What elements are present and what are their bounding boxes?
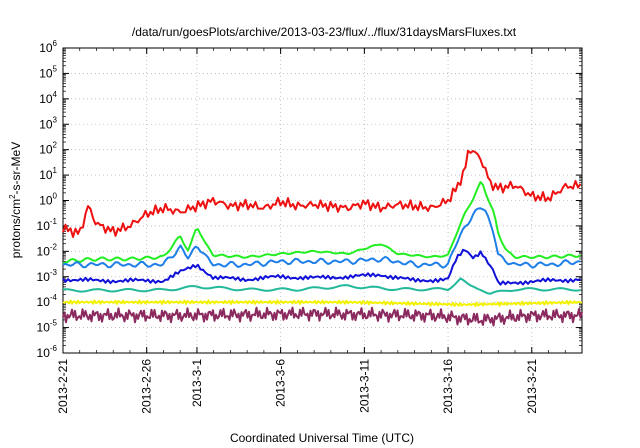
y-tick-label-base: 10 [39, 143, 53, 157]
y-tick-label-exp: 3 [53, 115, 58, 124]
y-tick-label-exp: -2 [50, 242, 58, 251]
x-tick-label: 2013-3-1 [190, 359, 204, 407]
y-tick-label-base: 10 [37, 219, 51, 233]
series-line-5 [62, 299, 583, 307]
y-tick-label-exp: 2 [53, 141, 58, 150]
y-tick-label: 10-4 [37, 293, 58, 309]
y-tick-label-base: 10 [39, 66, 53, 80]
y-tick-label: 100 [39, 192, 57, 208]
y-tick-label: 10-5 [37, 319, 58, 335]
y-tick-label-exp: 4 [53, 90, 58, 99]
y-tick-label-base: 10 [39, 194, 53, 208]
series-group [62, 149, 583, 327]
y-tick-label-exp: 5 [53, 64, 58, 73]
y-tick-label: 10-1 [37, 217, 58, 233]
series-line-3 [62, 248, 581, 286]
x-axis-label: Coordinated Universal Time (UTC) [230, 431, 414, 445]
series-line-0 [62, 149, 582, 238]
series-line-2 [62, 207, 581, 269]
y-tick-label: 10-6 [37, 344, 58, 360]
y-tick-label: 101 [39, 166, 57, 182]
series-line-6 [62, 306, 583, 327]
y-tick-label-base: 10 [37, 244, 51, 258]
x-axis: 2013-2-21 2013-2-26 2013-3-1 2013-3-6 2013-3… [56, 48, 583, 414]
y-tick-label-base: 10 [39, 168, 53, 182]
y-tick-label: 10-2 [37, 242, 58, 258]
y-axis-label-base: protons/cm [9, 199, 23, 258]
y-tick-label-exp: 1 [53, 166, 58, 175]
series-line-4 [62, 277, 581, 295]
y-tick-label: 10-3 [37, 268, 58, 284]
y-axis-label-rest: -s-sr-MeV [9, 142, 23, 195]
y-tick-label-base: 10 [37, 346, 51, 360]
y-tick-label: 106 [39, 39, 57, 55]
x-tick-label: 2013-3-21 [525, 359, 539, 414]
y-tick-label-exp: -6 [50, 344, 58, 353]
y-tick-label-exp: -3 [50, 268, 58, 277]
y-tick-label: 103 [39, 115, 57, 131]
y-tick-label-exp: -5 [50, 319, 58, 328]
y-tick-label-base: 10 [39, 41, 53, 55]
grid [63, 48, 582, 353]
chart-title: /data/run/goesPlots/archive/2013-03-23/f… [132, 25, 517, 39]
y-tick-label: 105 [39, 64, 57, 80]
y-tick-label-base: 10 [37, 295, 51, 309]
x-tick-label: 2013-3-16 [441, 359, 455, 414]
series-line-1 [62, 181, 582, 264]
y-tick-label: 102 [39, 141, 57, 157]
x-tick-label: 2013-2-26 [140, 359, 154, 414]
y-tick-label-base: 10 [37, 321, 51, 335]
y-tick-label-exp: -4 [50, 293, 58, 302]
y-tick-label: 104 [39, 90, 57, 106]
y-tick-label-exp: -1 [50, 217, 58, 226]
y-tick-label-exp: 6 [53, 39, 58, 48]
y-tick-label-base: 10 [39, 117, 53, 131]
y-axis-label: protons/cm2-s-sr-MeV [8, 142, 23, 258]
x-tick-label: 2013-2-21 [56, 359, 70, 414]
y-axis-label-sup: 2 [8, 194, 17, 199]
y-tick-label-base: 10 [39, 92, 53, 106]
x-tick-label: 2013-3-11 [357, 359, 371, 413]
plot-frame [62, 47, 583, 354]
y-tick-label-exp: 0 [53, 192, 58, 201]
y-tick-label-base: 10 [37, 270, 51, 284]
x-tick-label: 2013-3-6 [274, 359, 288, 407]
